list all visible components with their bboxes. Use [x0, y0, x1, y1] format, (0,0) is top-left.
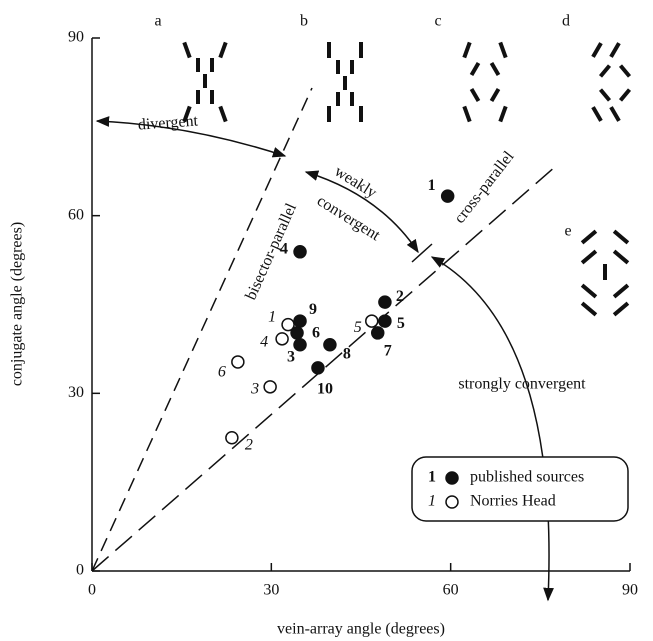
filled-point	[379, 296, 391, 308]
open-point	[282, 319, 294, 331]
open-point	[226, 432, 238, 444]
point-label: 10	[317, 381, 333, 398]
point-label: 7	[384, 343, 392, 360]
annotation: convergent	[314, 192, 384, 244]
point-label: 6	[312, 325, 320, 342]
point-label: 8	[343, 345, 351, 362]
legend-label: published sources	[470, 469, 584, 486]
bisector-line	[92, 88, 312, 571]
chart: vein-array angle (degrees) conjugate ang…	[0, 0, 653, 641]
panel-label: d	[562, 13, 570, 30]
legend-key: 1	[428, 469, 436, 486]
filled-point	[294, 339, 306, 351]
point-label: 3	[287, 348, 295, 365]
x-tick-label: 30	[263, 582, 279, 599]
x-axis-label: vein-array angle (degrees)	[277, 621, 445, 638]
filled-point	[379, 315, 391, 327]
strong-arrow	[432, 257, 549, 600]
point-label: 3	[250, 380, 259, 397]
panel-label: e	[564, 223, 571, 240]
annotation: bisector-parallel	[242, 200, 300, 302]
point-label: 1	[268, 308, 276, 325]
point-label: 6	[218, 364, 226, 381]
open-point	[366, 315, 378, 327]
point-label: 2	[245, 436, 253, 453]
filled-point	[442, 190, 454, 202]
annotation: strongly convergent	[458, 376, 586, 393]
legend-marker	[446, 472, 458, 484]
x-tick-label: 60	[443, 582, 459, 599]
filled-point	[294, 315, 306, 327]
annotation: weakly	[331, 163, 379, 202]
point-label: 5	[397, 315, 405, 332]
open-point	[232, 356, 244, 368]
point-label: 4	[260, 334, 268, 351]
annotation: cross-parallel	[451, 148, 518, 227]
panel-label: c	[434, 13, 441, 30]
open-point	[276, 333, 288, 345]
y-axis-label: conjugate angle (degrees)	[9, 222, 26, 386]
legend-key: 1	[428, 493, 436, 510]
filled-point	[372, 327, 384, 339]
point-label: 1	[428, 177, 436, 194]
panel-label: b	[300, 13, 308, 30]
panel-icons	[182, 42, 631, 317]
y-tick-label: 0	[76, 562, 84, 579]
point-label: 9	[309, 301, 317, 318]
point-label: 2	[396, 288, 404, 305]
y-tick-label: 90	[68, 29, 84, 46]
legend-marker	[446, 496, 458, 508]
annotation: divergent	[137, 112, 199, 133]
y-tick-label: 30	[68, 384, 84, 401]
filled-point	[312, 362, 324, 374]
open-point	[264, 381, 276, 393]
filled-point	[324, 339, 336, 351]
panel-label: a	[154, 13, 161, 30]
point-label: 5	[354, 319, 362, 336]
legend-label: Norries Head	[470, 493, 556, 510]
filled-point	[294, 246, 306, 258]
y-tick-label: 60	[68, 206, 84, 223]
legend	[412, 457, 628, 521]
x-tick-label: 0	[88, 582, 96, 599]
x-tick-label: 90	[622, 582, 638, 599]
